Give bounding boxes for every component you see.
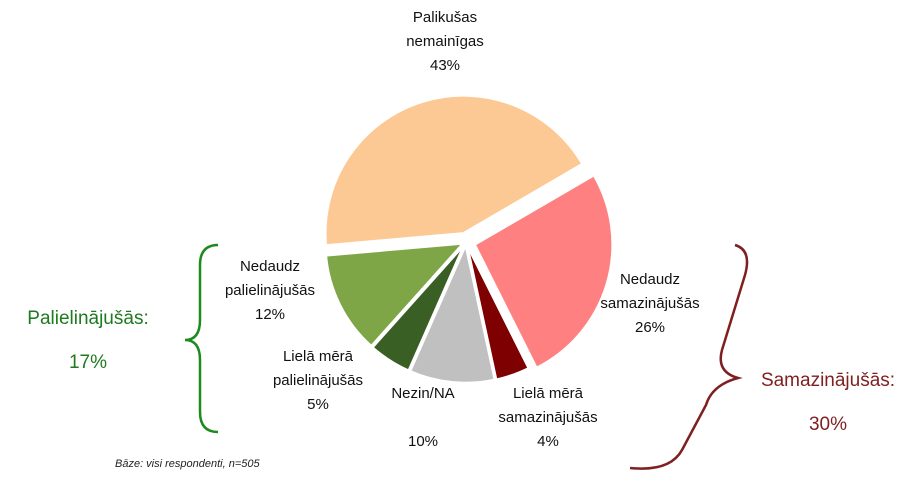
brace-increase [184,243,219,434]
pie-slice [324,94,585,247]
slice-label: Lielā mērā samazinājušās [498,385,598,426]
slice-value-label: 26% [634,319,666,336]
pie-slice [324,241,467,348]
slice-value-label: 12% [254,306,286,323]
group-label: Palielinājušās: [27,308,149,329]
slice-value-label: 5% [307,396,329,413]
slice-label: Nedaudz palielinājušās [224,258,316,299]
group-value-label: 17% [68,352,108,373]
group-label: Samazinājušās: [760,370,896,391]
slice-value-label: 4% [537,433,559,450]
slice-label: Nezin/NA [391,385,455,402]
pie-slice [472,173,614,370]
pie-slice [370,243,466,373]
slice-value-label: 43% [429,57,461,74]
slice-label: Nedaudz samazinājušās [600,271,700,312]
slice-value-label: 10% [407,433,439,450]
pie-slice [408,240,497,385]
footnote: Bāze: visi respondenti, n=505 [115,458,260,470]
slice-label: Lielā mērā palielinājušās [272,348,364,389]
slice-label: Palikušas nemainīgas [406,9,484,50]
group-value-label: 30% [808,414,848,435]
brace-decrease [629,243,749,470]
pie-slice [465,244,531,382]
